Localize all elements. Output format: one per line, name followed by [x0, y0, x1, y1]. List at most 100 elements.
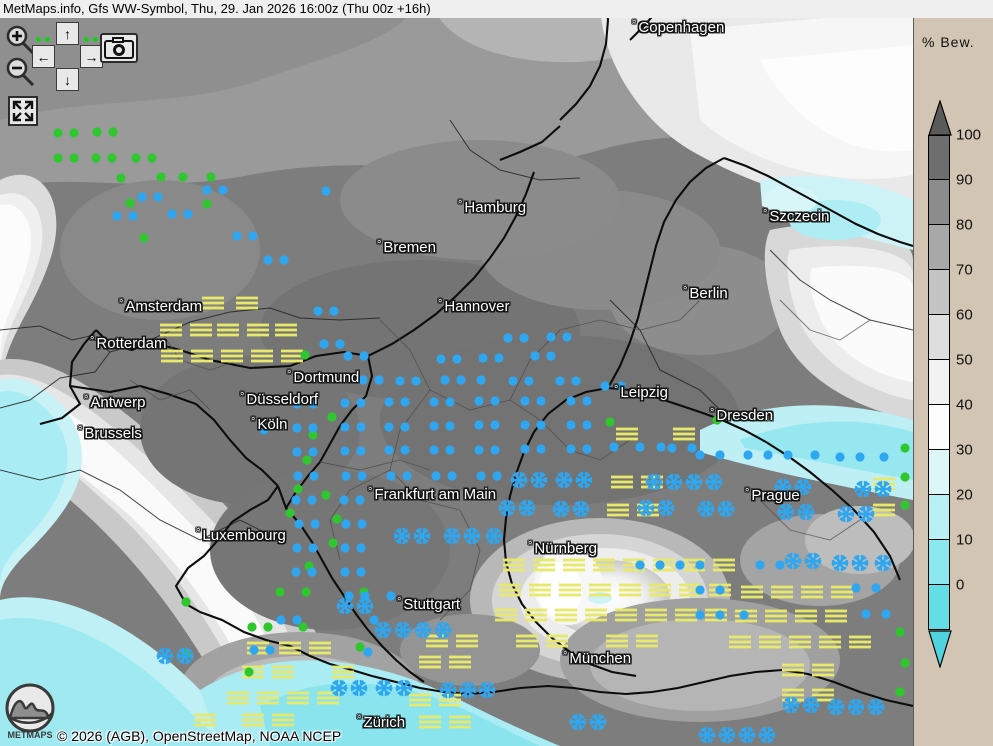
city-name: Copenhagen	[638, 19, 725, 36]
city-label: ° Düsseldorf	[240, 391, 318, 408]
city-marker-icon: °	[563, 650, 568, 662]
city-label: ° Hamburg	[458, 199, 526, 216]
city-label: ° München	[563, 650, 631, 667]
city-name: Nürnberg	[534, 540, 597, 557]
city-marker-icon: °	[458, 199, 463, 211]
legend-tick-30: 30	[956, 441, 973, 459]
attribution-text: © 2026 (AGB), OpenStreetMap, NOAA NCEP	[57, 728, 342, 744]
legend-band-50	[928, 360, 950, 405]
city-marker-icon: °	[397, 596, 402, 608]
city-label: ° Copenhagen	[632, 19, 724, 36]
city-label: ° Luxembourg	[196, 527, 286, 544]
camera-button[interactable]	[100, 33, 138, 63]
city-marker-icon: °	[745, 487, 750, 499]
city-marker-icon: °	[368, 486, 373, 498]
city-marker-icon: °	[119, 298, 124, 310]
metmaps-logo: METMAPS	[5, 683, 55, 740]
city-name: Brussels	[84, 425, 142, 442]
zoom-out-icon[interactable]	[4, 56, 36, 88]
camera-icon	[104, 37, 134, 59]
map-canvas[interactable]: ° Copenhagen ° Szczecin ° Hamburg ° Bremen ° Berl…	[0, 0, 913, 746]
city-marker-icon: °	[287, 369, 292, 381]
city-label: ° Frankfurt am Main	[368, 486, 496, 503]
legend-tick-90: 90	[956, 171, 973, 189]
city-marker-icon: °	[84, 394, 89, 406]
city-name: Dortmund	[293, 369, 360, 386]
legend-tick-50: 50	[956, 351, 973, 369]
city-name: Luxembourg	[202, 527, 286, 544]
city-label: ° Köln	[251, 416, 287, 433]
legend-band-90	[928, 180, 950, 225]
city-name: Köln	[257, 416, 288, 433]
legend-band-0	[928, 585, 950, 630]
city-name: Szczecin	[769, 208, 830, 225]
legend-tick-100: 100	[956, 126, 982, 144]
legend-color-bar	[928, 135, 950, 630]
legend-title: % Bew.	[922, 34, 975, 50]
city-name: Hannover	[444, 298, 510, 315]
city-name: Hamburg	[464, 199, 527, 216]
city-label: ° Rotterdam	[90, 335, 166, 352]
legend-band-100	[928, 135, 950, 180]
pan-left-button[interactable]: ←	[32, 45, 55, 68]
city-label: ° Berlin	[683, 285, 728, 302]
city-name: Zürich	[363, 714, 406, 731]
city-label: ° Hannover	[438, 298, 509, 315]
city-marker-icon: °	[632, 19, 637, 31]
pan-down-button[interactable]: ↓	[56, 68, 79, 91]
city-marker-icon: °	[438, 298, 443, 310]
city-marker-icon: °	[710, 407, 715, 419]
legend-tick-70: 70	[956, 261, 973, 279]
city-label: ° Leipzig	[614, 384, 668, 401]
pan-up-button[interactable]: ↑	[56, 22, 79, 45]
city-name: Leipzig	[620, 384, 668, 401]
city-marker-icon: °	[614, 384, 619, 396]
city-name: Prague	[751, 487, 800, 504]
status-dot-1	[36, 37, 41, 42]
city-marker-icon: °	[196, 527, 201, 539]
city-name: Dresden	[716, 407, 774, 424]
legend-cap-bottom	[928, 630, 952, 668]
city-name: Berlin	[689, 285, 728, 302]
title-bar: MetMaps.info, Gfs WW-Symbol, Thu, 29. Ja…	[0, 0, 993, 18]
legend-tick-0: 0	[956, 576, 965, 594]
legend-tick-60: 60	[956, 306, 973, 324]
city-marker-icon: °	[90, 335, 95, 347]
legend-tick-80: 80	[956, 216, 973, 234]
city-name: Rotterdam	[96, 335, 167, 352]
fullscreen-button[interactable]	[8, 96, 38, 126]
legend-tick-10: 10	[956, 531, 973, 549]
city-marker-icon: °	[377, 239, 382, 251]
city-name: Stuttgart	[403, 596, 461, 613]
city-marker-icon: °	[357, 714, 362, 726]
city-label: ° Antwerp	[84, 394, 145, 411]
legend-cap-top	[928, 100, 952, 136]
city-marker-icon: °	[683, 285, 688, 297]
city-name: Bremen	[383, 239, 436, 256]
city-label: ° Stuttgart	[397, 596, 460, 613]
city-label: ° Nürnberg	[528, 540, 597, 557]
city-name: Amsterdam	[125, 298, 203, 315]
zoom-in-icon[interactable]	[4, 24, 36, 56]
city-label: ° Bremen	[377, 239, 436, 256]
city-name: Düsseldorf	[246, 391, 319, 408]
legend-tick-20: 20	[956, 486, 973, 504]
legend-band-60	[928, 315, 950, 360]
status-dot-3	[84, 37, 89, 42]
city-label: ° Dortmund	[287, 369, 359, 386]
legend-band-70	[928, 270, 950, 315]
status-dot-4	[93, 37, 98, 42]
color-legend: % Bew. 100 90 80 70 60 50 40 30 20 10 0	[913, 18, 993, 746]
legend-band-30	[928, 450, 950, 495]
legend-band-40	[928, 405, 950, 450]
legend-band-10	[928, 540, 950, 585]
city-label: ° Dresden	[710, 407, 773, 424]
city-label: ° Amsterdam	[119, 298, 202, 315]
logo-text: METMAPS	[8, 730, 53, 740]
city-label: ° Prague	[745, 487, 800, 504]
city-name: München	[569, 650, 632, 667]
status-dot-2	[45, 37, 50, 42]
city-label: ° Zürich	[357, 714, 405, 731]
city-marker-icon: °	[78, 425, 83, 437]
